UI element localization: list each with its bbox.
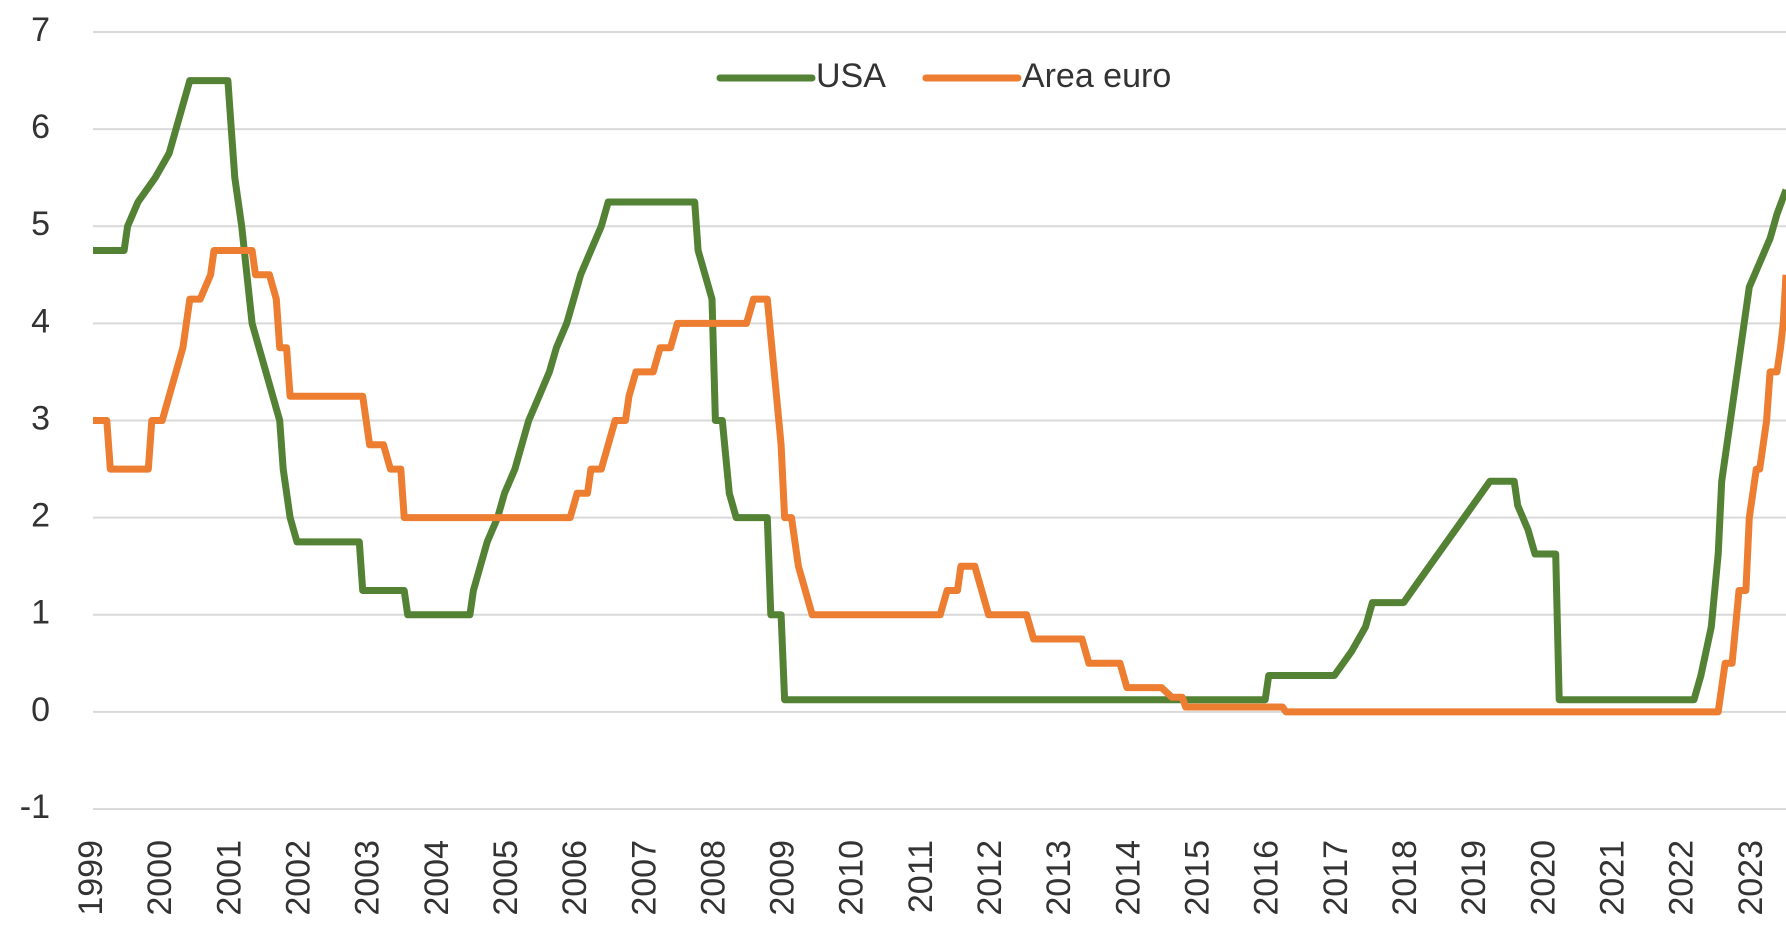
x-tick-label: 2011	[902, 840, 940, 913]
x-tick-label: 2008	[694, 840, 732, 916]
x-tick-label: 2017	[1317, 840, 1355, 916]
y-tick-label: 2	[31, 497, 50, 535]
x-tick-label: 2012	[971, 840, 1009, 916]
x-tick-label: 2007	[625, 840, 663, 916]
line-series	[93, 77, 1786, 704]
x-tick-label: 2010	[833, 840, 871, 916]
legend-label: Area euro	[1022, 57, 1171, 95]
y-tick-label: 0	[31, 691, 50, 729]
x-tick-label: 2014	[1109, 840, 1147, 916]
x-tick-label: 2005	[487, 840, 525, 916]
y-tick-label: 4	[31, 302, 50, 340]
y-tick-label: 7	[31, 11, 50, 49]
x-tick-label: 2018	[1386, 840, 1424, 916]
x-tick-label: 1999	[72, 840, 110, 916]
x-tick-label: 2002	[279, 840, 317, 916]
y-tick-label: 1	[31, 594, 50, 632]
y-tick-label: -1	[20, 788, 50, 826]
x-tick-label: 2022	[1663, 840, 1701, 916]
x-tick-label: 2004	[418, 840, 456, 916]
x-tick-label: 2009	[764, 840, 802, 916]
x-tick-label: 2006	[556, 840, 594, 916]
y-tick-label: 5	[31, 205, 50, 243]
legend-label: USA	[816, 57, 886, 95]
x-tick-label: 2021	[1593, 840, 1631, 916]
y-tick-label: 3	[31, 399, 50, 437]
line-series	[93, 247, 1786, 716]
x-tick-label: 2003	[349, 840, 387, 916]
x-tick-label: 2001	[210, 840, 248, 916]
x-tick-label: 2019	[1455, 840, 1493, 916]
x-tick-label: 2023	[1732, 840, 1770, 916]
y-tick-label: 6	[31, 108, 50, 146]
x-tick-label: 2000	[141, 840, 179, 916]
x-tick-label: 2013	[1040, 840, 1078, 916]
x-tick-label: 2015	[1179, 840, 1217, 916]
x-tick-label: 2016	[1248, 840, 1286, 916]
x-tick-label: 2020	[1524, 840, 1562, 916]
